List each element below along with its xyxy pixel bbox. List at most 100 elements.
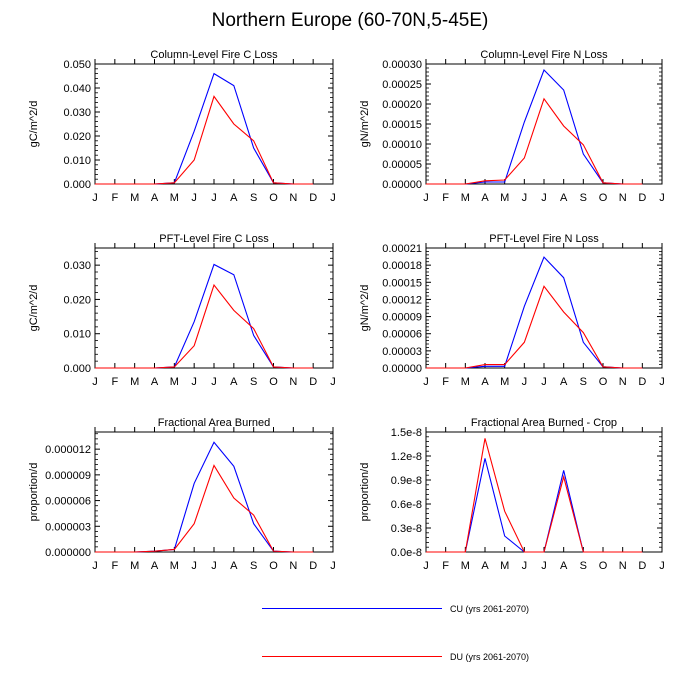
y-tick-label: 0.00009: [382, 312, 422, 324]
page-title: Northern Europe (60-70N,5-45E): [211, 10, 489, 31]
x-tick-label: M: [170, 560, 179, 572]
y-tick-label: 0.000006: [45, 496, 91, 508]
x-tick-label: A: [230, 376, 238, 388]
x-tick-label: J: [423, 560, 429, 572]
y-tick-label: 0.00012: [382, 294, 422, 306]
plot-frame: [425, 431, 663, 553]
x-tick-label: N: [289, 376, 297, 388]
x-tick-label: J: [211, 192, 217, 204]
legend-item-du: DU (yrs 2061-2070): [262, 650, 662, 664]
x-tick-label: A: [560, 376, 568, 388]
y-tick-label: 0.00015: [382, 119, 422, 131]
x-tick-label: S: [250, 560, 257, 572]
series-line-cu: [95, 441, 314, 553]
plot-frame: [94, 63, 334, 185]
plot-frame: [425, 63, 663, 185]
chart-panel-2: Column-Level Fire N Loss gN/m^2/d 0.00000 0…: [359, 49, 665, 204]
y-axis-label: gC/m^2/d: [28, 101, 40, 148]
x-tick-label: J: [659, 560, 665, 572]
y-tick-label: 0.000012: [45, 444, 91, 456]
y-tick-label: 0.000: [63, 179, 91, 191]
y-tick-label: 0.9e-8: [391, 475, 422, 487]
y-tick-label: 0.00020: [382, 99, 422, 111]
x-tick-label: O: [599, 376, 608, 388]
x-tick-label: J: [541, 192, 547, 204]
series-line-du: [95, 95, 314, 185]
y-tick-label: 0.000: [63, 363, 91, 375]
y-tick-label: 0.00015: [382, 277, 422, 289]
series-line-cu: [426, 256, 643, 369]
y-tick-label: 1.5e-8: [391, 427, 422, 439]
x-tick-label: J: [191, 192, 197, 204]
x-tick-label: S: [580, 560, 587, 572]
x-tick-label: A: [151, 376, 159, 388]
y-tick-label: 0.030: [63, 107, 91, 119]
x-tick-label: J: [659, 192, 665, 204]
y-tick-label: 0.030: [63, 260, 91, 272]
x-tick-label: M: [170, 192, 179, 204]
y-tick-label: 0.010: [63, 155, 91, 167]
x-tick-label: J: [423, 376, 429, 388]
y-tick-label: 0.00005: [382, 159, 422, 171]
legend-line-cu: [262, 608, 442, 609]
x-tick-label: M: [461, 192, 470, 204]
x-tick-label: F: [111, 560, 118, 572]
x-tick-label: O: [269, 192, 278, 204]
x-tick-label: N: [289, 192, 297, 204]
series-line-du: [426, 97, 643, 185]
x-tick-label: M: [461, 560, 470, 572]
x-tick-label: D: [309, 376, 317, 388]
x-tick-label: J: [92, 560, 98, 572]
x-tick-label: O: [269, 376, 278, 388]
chart-title: PFT-Level Fire C Loss: [159, 233, 269, 245]
chart-title: PFT-Level Fire N Loss: [489, 233, 599, 245]
chart-panel-3: PFT-Level Fire C Loss gC/m^2/d 0.000 0.010 0…: [28, 233, 336, 388]
x-tick-label: J: [522, 192, 528, 204]
y-tick-label: 0.00000: [382, 179, 422, 191]
x-tick-label: F: [442, 560, 449, 572]
x-tick-label: J: [330, 376, 336, 388]
y-axis-label: proportion/d: [359, 463, 371, 522]
x-tick-label: D: [638, 192, 646, 204]
plot-frame: [94, 431, 334, 553]
x-tick-label: S: [580, 376, 587, 388]
x-tick-label: F: [442, 376, 449, 388]
x-tick-label: J: [541, 376, 547, 388]
y-tick-label: 0.3e-8: [391, 523, 422, 535]
x-tick-label: J: [92, 192, 98, 204]
y-tick-label: 0.000003: [45, 521, 91, 533]
x-tick-label: S: [250, 376, 257, 388]
x-tick-label: J: [211, 560, 217, 572]
legend-line-du: [262, 656, 442, 657]
y-tick-label: 0.00021: [382, 243, 422, 255]
x-tick-label: J: [191, 560, 197, 572]
x-tick-label: J: [659, 376, 665, 388]
x-tick-label: J: [211, 376, 217, 388]
x-tick-label: J: [330, 560, 336, 572]
chart-panel-5: Fractional Area Burned proportion/d 0.0000…: [28, 417, 336, 572]
x-tick-label: A: [481, 376, 489, 388]
x-tick-label: F: [111, 192, 118, 204]
y-tick-label: 0.000000: [45, 547, 91, 559]
x-tick-label: A: [230, 560, 238, 572]
y-tick-label: 0.00018: [382, 260, 422, 272]
x-tick-label: F: [111, 376, 118, 388]
y-tick-label: 0.020: [63, 294, 91, 306]
x-tick-label: M: [130, 560, 139, 572]
y-tick-label: 0.0e-8: [391, 547, 422, 559]
x-tick-label: D: [638, 376, 646, 388]
series-line-du: [426, 438, 643, 553]
y-tick-label: 0.00006: [382, 329, 422, 341]
y-axis-label: gC/m^2/d: [28, 285, 40, 332]
x-tick-label: J: [522, 376, 528, 388]
x-tick-label: A: [481, 192, 489, 204]
x-tick-label: N: [289, 560, 297, 572]
y-tick-label: 0.050: [63, 59, 91, 71]
chart-panel-4: PFT-Level Fire N Loss gN/m^2/d 0.00000 0.00…: [359, 233, 665, 388]
x-tick-label: A: [151, 560, 159, 572]
chart-title: Column-Level Fire C Loss: [150, 49, 278, 61]
y-tick-label: 0.00010: [382, 139, 422, 151]
y-tick-label: 0.6e-8: [391, 499, 422, 511]
x-tick-label: S: [250, 192, 257, 204]
x-tick-label: A: [230, 192, 238, 204]
